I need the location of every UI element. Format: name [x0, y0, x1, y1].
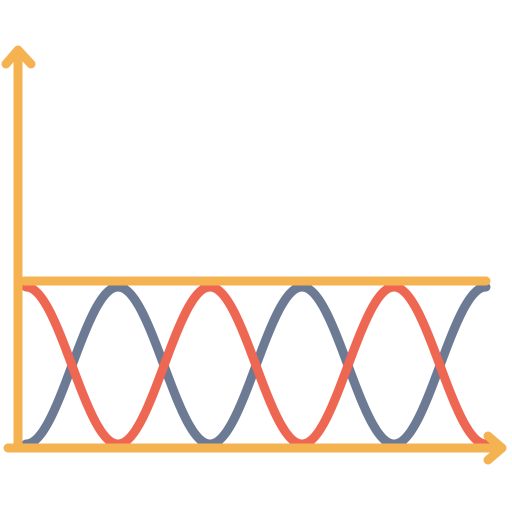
red-wave-line — [21, 282, 491, 449]
y-axis-arrow-icon — [1, 45, 36, 453]
waves-group — [21, 282, 491, 449]
axes-group — [1, 45, 507, 465]
x-axis-arrow-icon — [3, 431, 507, 465]
